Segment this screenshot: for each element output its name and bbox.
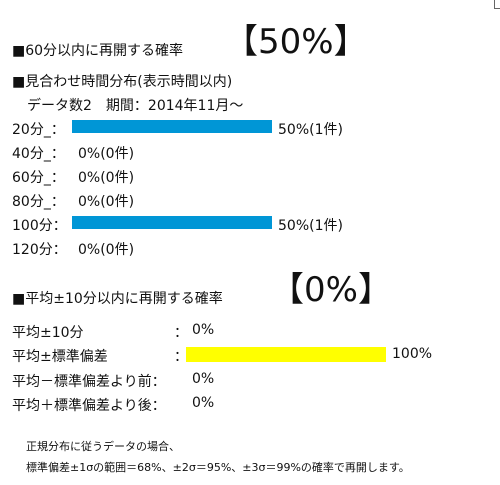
dist-row-value: 0%(0件) <box>78 194 135 210</box>
mean-row-label: 平均－標準偏差より前： <box>12 374 166 390</box>
dist-row-value: 0%(0件) <box>78 146 135 162</box>
note-line-1: 正規分布に従うデータの場合、 <box>26 440 180 453</box>
section2-subtitle: データ数2 期間：2014年11月～ <box>27 98 244 114</box>
mean-row-value: 0% <box>192 371 215 387</box>
section3-title: ■平均±10分以内に再開する確率 <box>12 291 223 307</box>
dist-row-label: 120分： <box>12 242 67 258</box>
mean-row-label: 平均＋標準偏差より後： <box>12 398 166 414</box>
mean-row-label: 平均±10分 <box>12 325 84 341</box>
mean-row-value: 0% <box>192 395 215 411</box>
dist-row-label: 40分_： <box>12 146 65 162</box>
mean-row-sep: ： <box>174 349 188 365</box>
section2-title: ■見合わせ時間分布(表示時間以内) <box>12 74 233 90</box>
dist-row-value: 0%(0件) <box>78 242 135 258</box>
note-line-2: 標準偏差±1σの範囲＝68%、±2σ＝95%、±3σ＝99%の確率で再開します。 <box>26 461 410 474</box>
mean-row-value: 0% <box>192 322 215 338</box>
dist-row-bar <box>72 120 272 133</box>
mean-row-label: 平均±標準偏差 <box>12 349 108 365</box>
dist-row-label: 20分_： <box>12 122 65 138</box>
mean-row-sep: ： <box>174 325 188 341</box>
section3-percent: 【0%】 <box>270 270 392 310</box>
dist-row-value: 50%(1件) <box>278 218 343 234</box>
dist-row-bar <box>72 216 272 229</box>
mean-row-value: 100% <box>392 346 433 362</box>
dist-row-label: 60分_： <box>12 170 65 186</box>
dist-row-label: 80分_： <box>12 194 65 210</box>
section1-title: ■60分以内に再開する確率 <box>12 43 184 59</box>
corner-mark <box>494 0 500 9</box>
dist-row-value: 0%(0件) <box>78 170 135 186</box>
mean-row-bar <box>186 347 386 362</box>
dist-row-value: 50%(1件) <box>278 122 343 138</box>
section1-percent: 【50%】 <box>224 22 368 62</box>
dist-row-label: 100分： <box>12 218 67 234</box>
